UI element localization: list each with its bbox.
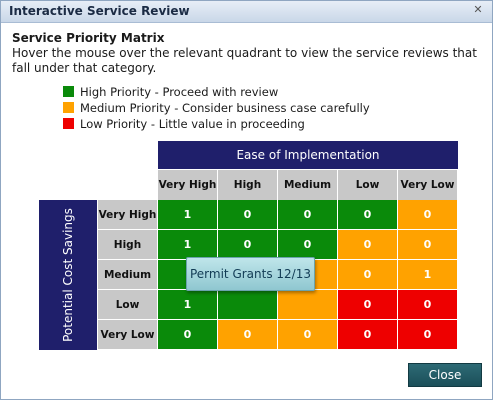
matrix-cell[interactable]: 0 bbox=[278, 320, 338, 350]
hover-tooltip: Permit Grants 12/13 bbox=[186, 257, 315, 291]
matrix-x-title: Ease of Implementation bbox=[158, 141, 458, 169]
column-header: Low bbox=[338, 170, 398, 200]
legend-swatch-medium bbox=[63, 102, 74, 113]
legend-label-high: High Priority - Proceed with review bbox=[80, 85, 279, 99]
matrix-cell[interactable]: 0 bbox=[398, 290, 458, 320]
matrix-cell[interactable]: 0 bbox=[218, 230, 278, 260]
legend-swatch-high bbox=[63, 86, 74, 97]
matrix-cell[interactable]: 0 bbox=[338, 260, 398, 290]
column-headers: Very High High Medium Low Very Low bbox=[158, 170, 458, 200]
matrix-cell[interactable] bbox=[218, 290, 278, 320]
legend-label-medium: Medium Priority - Consider business case… bbox=[80, 101, 370, 115]
row-header: Very High bbox=[98, 200, 157, 230]
matrix-cell[interactable]: 0 bbox=[338, 200, 398, 230]
window-title: Interactive Service Review bbox=[9, 4, 190, 18]
matrix-cell[interactable]: 0 bbox=[398, 230, 458, 260]
matrix-cell[interactable]: 0 bbox=[278, 200, 338, 230]
matrix-y-title: Potential Cost Savings bbox=[61, 208, 75, 342]
title-bar: Interactive Service Review ✕ bbox=[1, 1, 492, 23]
matrix-cell[interactable]: 0 bbox=[278, 230, 338, 260]
matrix-cell[interactable]: 0 bbox=[338, 290, 398, 320]
matrix-cell[interactable] bbox=[278, 290, 338, 320]
instructions-text: Hover the mouse over the relevant quadra… bbox=[12, 46, 477, 75]
matrix-cell[interactable]: 0 bbox=[398, 200, 458, 230]
matrix-cell[interactable]: 1 bbox=[398, 260, 458, 290]
close-icon[interactable]: ✕ bbox=[473, 3, 483, 16]
legend-swatch-low bbox=[63, 118, 74, 129]
row-header: Very Low bbox=[98, 320, 157, 350]
section-heading: Service Priority Matrix bbox=[12, 31, 165, 45]
column-header: Medium bbox=[278, 170, 338, 200]
row-header: High bbox=[98, 230, 157, 260]
matrix-cell[interactable]: 0 bbox=[218, 200, 278, 230]
close-button[interactable]: Close bbox=[408, 363, 482, 387]
matrix-cell[interactable]: 1 bbox=[158, 230, 218, 260]
matrix-cell[interactable]: 1 bbox=[158, 200, 218, 230]
matrix-cell[interactable]: 0 bbox=[338, 230, 398, 260]
column-header: Very High bbox=[158, 170, 218, 200]
row-header: Low bbox=[98, 290, 157, 320]
column-header: High bbox=[218, 170, 278, 200]
matrix-cell[interactable]: 0 bbox=[218, 320, 278, 350]
matrix-y-title-panel: Potential Cost Savings bbox=[39, 200, 97, 350]
legend-label-low: Low Priority - Little value in proceedin… bbox=[80, 117, 305, 131]
row-header: Medium bbox=[98, 260, 157, 290]
matrix-cell[interactable]: 0 bbox=[158, 320, 218, 350]
row-headers: Very High High Medium Low Very Low bbox=[98, 200, 157, 350]
column-header: Very Low bbox=[398, 170, 458, 200]
matrix-cell[interactable]: 0 bbox=[338, 320, 398, 350]
matrix-cell[interactable]: 1 bbox=[158, 290, 218, 320]
matrix-cell[interactable]: 0 bbox=[398, 320, 458, 350]
